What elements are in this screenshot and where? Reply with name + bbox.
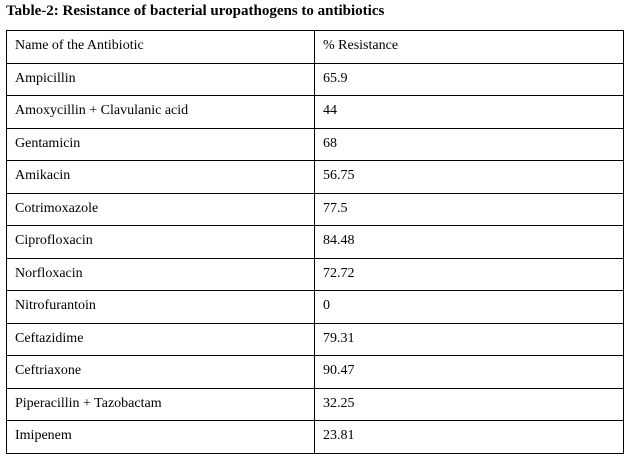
antibiotic-name: Amoxycillin + Clavulanic acid bbox=[6, 95, 315, 129]
header-resistance: % Resistance bbox=[314, 30, 624, 64]
table-row: Gentamicin 68 bbox=[6, 127, 624, 161]
resistance-value: 0 bbox=[314, 290, 624, 324]
resistance-value: 23.81 bbox=[314, 420, 624, 454]
table-row: Cotrimoxazole 77.5 bbox=[6, 192, 624, 226]
antibiotic-name: Ciprofloxacin bbox=[6, 225, 315, 259]
resistance-table: Name of the Antibiotic % Resistance Ampi… bbox=[6, 30, 624, 454]
table-row: Ceftriaxone 90.47 bbox=[6, 355, 624, 389]
antibiotic-name: Gentamicin bbox=[6, 127, 315, 161]
resistance-value: 79.31 bbox=[314, 322, 624, 356]
antibiotic-name: Ceftazidime bbox=[6, 322, 315, 356]
table-row: Ceftazidime 79.31 bbox=[6, 322, 624, 356]
resistance-value: 90.47 bbox=[314, 355, 624, 389]
antibiotic-name: Norfloxacin bbox=[6, 257, 315, 291]
antibiotic-name: Nitrofurantoin bbox=[6, 290, 315, 324]
resistance-value: 32.25 bbox=[314, 387, 624, 421]
antibiotic-name: Ampicillin bbox=[6, 62, 315, 96]
table-row: Ciprofloxacin 84.48 bbox=[6, 225, 624, 259]
table-row: Ampicillin 65.9 bbox=[6, 62, 624, 96]
resistance-value: 84.48 bbox=[314, 225, 624, 259]
table-row: Amoxycillin + Clavulanic acid 44 bbox=[6, 95, 624, 129]
antibiotic-name: Imipenem bbox=[6, 420, 315, 454]
table-row: Imipenem 23.81 bbox=[6, 420, 624, 454]
resistance-value: 44 bbox=[314, 95, 624, 129]
resistance-value: 65.9 bbox=[314, 62, 624, 96]
antibiotic-name: Piperacillin + Tazobactam bbox=[6, 387, 315, 421]
table-row: Nitrofurantoin 0 bbox=[6, 290, 624, 324]
table-header-row: Name of the Antibiotic % Resistance bbox=[6, 30, 624, 64]
table-row: Piperacillin + Tazobactam 32.25 bbox=[6, 387, 624, 421]
resistance-value: 56.75 bbox=[314, 160, 624, 194]
antibiotic-name: Ceftriaxone bbox=[6, 355, 315, 389]
table-row: Norfloxacin 72.72 bbox=[6, 257, 624, 291]
antibiotic-name: Amikacin bbox=[6, 160, 315, 194]
resistance-value: 77.5 bbox=[314, 192, 624, 226]
antibiotic-name: Cotrimoxazole bbox=[6, 192, 315, 226]
table-row: Amikacin 56.75 bbox=[6, 160, 624, 194]
header-antibiotic: Name of the Antibiotic bbox=[6, 30, 315, 64]
resistance-value: 68 bbox=[314, 127, 624, 161]
resistance-value: 72.72 bbox=[314, 257, 624, 291]
table-caption: Table-2: Resistance of bacterial uropath… bbox=[6, 3, 385, 19]
